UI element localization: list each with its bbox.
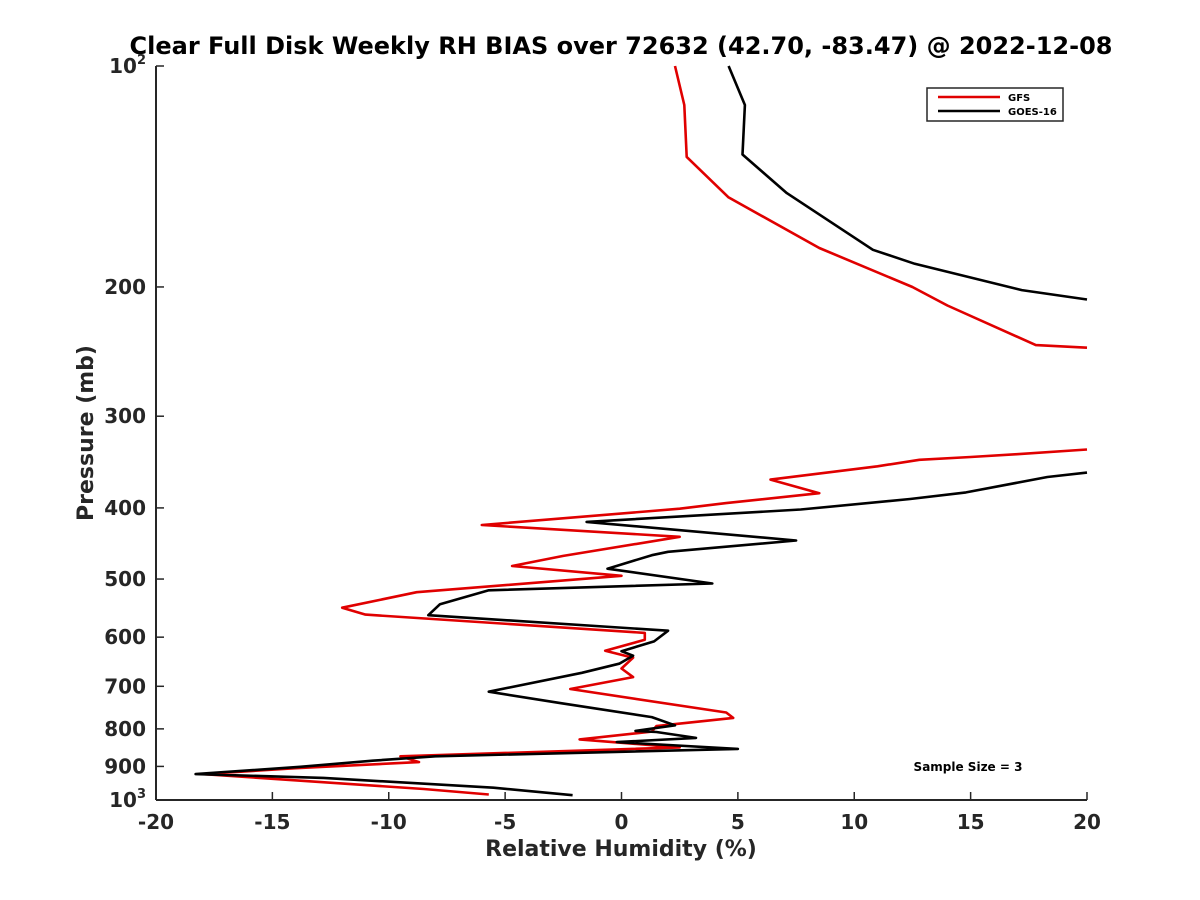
y-ticks: 102 200 300 400 500 600 700 800 900 103 <box>104 53 164 812</box>
y-tick-label: 500 <box>104 567 146 591</box>
x-tick-label: -10 <box>371 810 407 834</box>
x-ticks: -20 -15 -10 -5 0 5 10 15 20 <box>138 792 1101 834</box>
y-tick-label: 800 <box>104 717 146 741</box>
y-tick-label: 700 <box>104 674 146 698</box>
y-tick-label: 102 <box>109 53 146 78</box>
y-tick-label: 600 <box>104 625 146 649</box>
y-tick-label: 200 <box>104 275 146 299</box>
legend: GFS GOES-16 <box>926 87 1064 122</box>
x-tick-label: -5 <box>494 810 516 834</box>
y-tick-label: 103 <box>109 787 146 812</box>
y-tick-label: 300 <box>104 404 146 428</box>
x-tick-label: 10 <box>840 810 868 834</box>
x-tick-label: -15 <box>254 810 290 834</box>
legend-box <box>926 87 1064 122</box>
x-tick-label: 20 <box>1073 810 1101 834</box>
series-gfs <box>201 65 1088 796</box>
series-line-gfs-0 <box>673 65 1088 349</box>
x-tick-label: -20 <box>138 810 174 834</box>
series-layer <box>194 65 1088 797</box>
x-tick-label: 0 <box>615 810 629 834</box>
x-axis-label: Relative Humidity (%) <box>485 837 757 862</box>
series-line-goes-16-1 <box>194 471 1088 797</box>
x-tick-label: 15 <box>957 810 985 834</box>
series-line-goes-16-0 <box>727 65 1088 301</box>
y-tick-label: 400 <box>104 496 146 520</box>
axes-layer <box>155 66 1087 801</box>
series-line-gfs-1 <box>201 448 1088 796</box>
series-goes-16 <box>194 65 1088 797</box>
legend-label-gfs: GFS <box>1008 93 1030 104</box>
y-tick-label: 900 <box>104 754 146 778</box>
y-axis-label: Pressure (mb) <box>74 345 99 521</box>
chart-title: Clear Full Disk Weekly RH BIAS over 7263… <box>130 32 1113 60</box>
sample-size-annotation: Sample Size = 3 <box>914 760 1023 774</box>
legend-label-goes16: GOES-16 <box>1008 107 1057 118</box>
x-tick-label: 5 <box>731 810 745 834</box>
